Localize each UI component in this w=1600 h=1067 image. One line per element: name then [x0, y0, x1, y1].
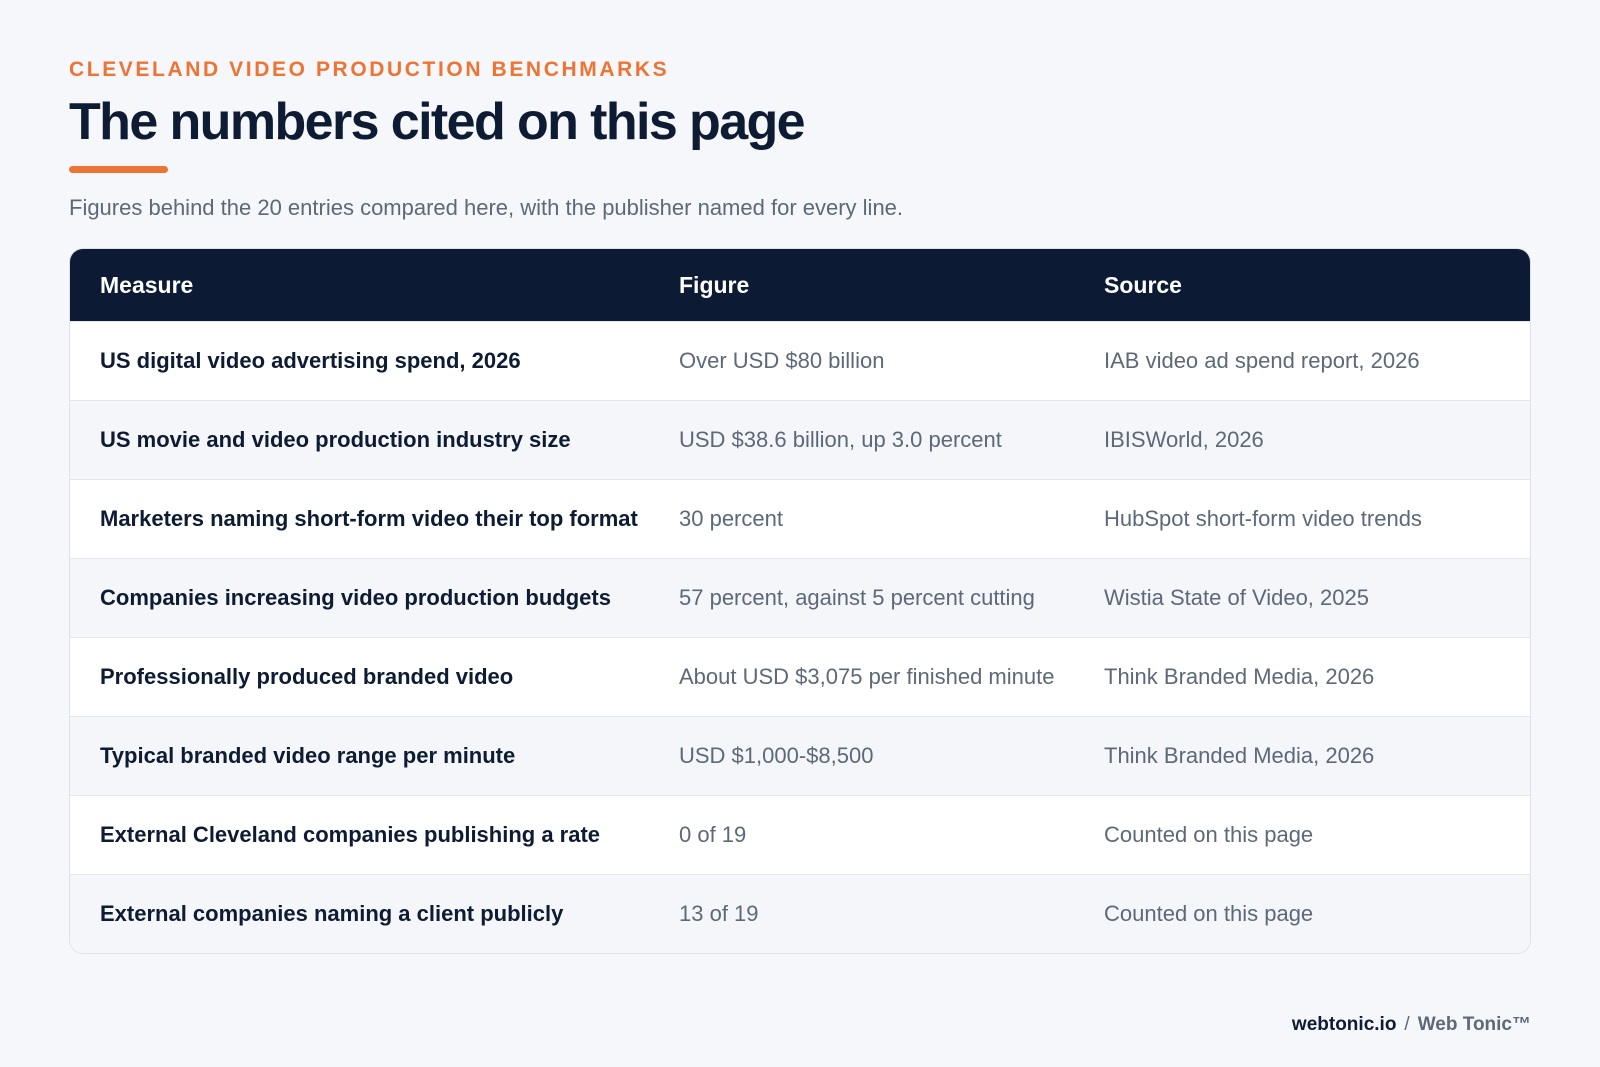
figure-cell: About USD $3,075 per finished minute — [679, 664, 1055, 689]
accent-divider — [69, 166, 168, 173]
measure-cell: Typical branded video range per minute — [100, 743, 516, 768]
source-cell: Counted on this page — [1104, 901, 1314, 926]
page-title: The numbers cited on this page — [69, 93, 806, 151]
source-cell: Think Branded Media, 2026 — [1104, 664, 1375, 689]
footer-separator: / — [1404, 1014, 1410, 1035]
source-cell: IAB video ad spend report, 2026 — [1104, 348, 1420, 373]
eyebrow-label: CLEVELAND VIDEO PRODUCTION BENCHMARKS — [69, 58, 670, 81]
table-row: Companies increasing video production bu… — [70, 558, 1530, 637]
source-cell: Counted on this page — [1104, 822, 1314, 847]
figure-cell: 0 of 19 — [679, 822, 747, 847]
table-header: Measure Figure Source — [70, 249, 1530, 321]
measure-cell: External companies naming a client publi… — [100, 901, 564, 926]
source-cell: Think Branded Media, 2026 — [1104, 743, 1375, 768]
footer-brand: Web Tonic™ — [1417, 1014, 1531, 1035]
table-row: US digital video advertising spend, 2026… — [70, 321, 1530, 400]
column-header-source: Source — [1104, 271, 1182, 298]
figure-cell: 57 percent, against 5 percent cutting — [679, 585, 1035, 610]
table-row: Marketers naming short-form video their … — [70, 479, 1530, 558]
measure-cell: Professionally produced branded video — [100, 664, 514, 689]
page-subtitle: Figures behind the 20 entries compared h… — [69, 195, 904, 220]
column-header-measure: Measure — [100, 271, 194, 298]
table-row: External companies naming a client publi… — [70, 874, 1530, 953]
figure-cell: Over USD $80 billion — [679, 348, 885, 373]
footer-credit: webtonic.io / Web Tonic™ — [1292, 1014, 1531, 1036]
footer-domain: webtonic.io — [1291, 1014, 1397, 1035]
table-row: Professionally produced branded video Ab… — [70, 637, 1530, 716]
figure-cell: 13 of 19 — [679, 901, 759, 926]
table-row: US movie and video production industry s… — [70, 400, 1530, 479]
measure-cell: External Cleveland companies publishing … — [100, 822, 601, 847]
figure-cell: USD $1,000-$8,500 — [679, 743, 874, 768]
source-cell: IBISWorld, 2026 — [1104, 427, 1264, 452]
source-cell: Wistia State of Video, 2025 — [1104, 585, 1369, 610]
measure-cell: Marketers naming short-form video their … — [100, 506, 638, 531]
measure-cell: US movie and video production industry s… — [100, 427, 571, 452]
table-row: Typical branded video range per minute U… — [70, 716, 1530, 795]
figure-cell: USD $38.6 billion, up 3.0 percent — [679, 427, 1002, 452]
table-row: External Cleveland companies publishing … — [70, 795, 1530, 874]
source-cell: HubSpot short-form video trends — [1104, 506, 1422, 531]
column-header-figure: Figure — [679, 271, 750, 298]
measure-cell: US digital video advertising spend, 2026 — [100, 348, 521, 373]
measure-cell: Companies increasing video production bu… — [100, 585, 611, 610]
figure-cell: 30 percent — [679, 506, 783, 531]
benchmarks-table: Measure Figure Source US digital video a… — [69, 248, 1531, 954]
